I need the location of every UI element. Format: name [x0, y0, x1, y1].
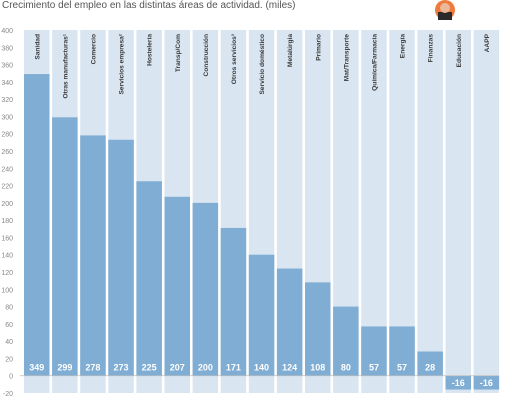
value-label: 200 [198, 363, 213, 373]
value-label: 80 [341, 363, 351, 373]
y-tick-label: 120 [1, 270, 13, 277]
y-tick-label: 240 [1, 166, 13, 173]
y-tick-label: 160 [1, 235, 13, 242]
value-label: 140 [254, 363, 269, 373]
y-tick-label: 140 [1, 253, 13, 260]
value-label: 349 [29, 363, 44, 373]
value-label: 57 [397, 363, 407, 373]
y-tick-label: 260 [1, 149, 13, 156]
bar [52, 117, 78, 375]
category-label: Servicios empresa² [119, 33, 126, 94]
category-label: Comercio [90, 34, 97, 64]
y-tick-label: 380 [1, 45, 13, 52]
category-label: Servicio doméstico [259, 34, 266, 94]
y-tick-label: 320 [1, 97, 13, 104]
column-background [417, 30, 443, 393]
y-tick-label: 0 [9, 374, 13, 381]
bar [80, 135, 106, 375]
value-label: 124 [282, 363, 297, 373]
y-tick-label: 200 [1, 201, 13, 208]
category-label: Energía [400, 34, 407, 59]
y-tick-label: 340 [1, 80, 13, 87]
category-label: Primario [315, 34, 322, 61]
y-tick-label: 40 [5, 339, 13, 346]
y-tick-label: 180 [1, 218, 13, 225]
bar [165, 197, 191, 376]
category-label: AAPP [484, 33, 491, 52]
category-label: Metalúrgia [287, 34, 294, 67]
y-tick-label: 300 [1, 114, 13, 121]
value-label: 28 [425, 363, 435, 373]
value-label: 171 [226, 363, 241, 373]
y-tick-label: 280 [1, 132, 13, 139]
bar [193, 203, 219, 376]
category-label: Transp/Com [175, 34, 182, 72]
value-label: 207 [170, 363, 185, 373]
category-label: Construcción [203, 34, 210, 77]
bar [24, 74, 50, 376]
category-label: Hostelería [147, 34, 154, 66]
category-label: Sanidad [34, 34, 41, 60]
category-label: Educación [456, 34, 463, 67]
value-label: 225 [142, 363, 157, 373]
value-label: 278 [85, 363, 100, 373]
category-label: Otros servicios³ [231, 33, 238, 84]
value-label: 108 [310, 363, 325, 373]
bar [249, 255, 274, 376]
y-tick-label: 360 [1, 63, 13, 70]
bar [136, 181, 162, 375]
bar [108, 140, 134, 376]
column-background [446, 30, 472, 393]
y-tick-label: 20 [5, 356, 13, 363]
column-background [474, 30, 500, 393]
bar [221, 228, 247, 376]
value-label: 273 [114, 363, 129, 373]
y-tick-label: 80 [5, 305, 13, 312]
value-label: 299 [57, 363, 72, 373]
y-tick-label: 220 [1, 184, 13, 191]
y-tick-label: -20 [3, 391, 13, 398]
category-label: Mat/Transporte [343, 34, 350, 82]
value-label: -16 [480, 378, 493, 388]
category-label: Química/Farmacia [371, 34, 378, 91]
y-tick-label: 60 [5, 322, 13, 329]
category-label: Finanzas [428, 34, 435, 63]
bar [277, 269, 303, 376]
category-label: Otras manufacturas¹ [62, 34, 69, 99]
value-label: -16 [452, 378, 465, 388]
y-tick-label: 100 [1, 287, 13, 294]
y-tick-label: 400 [1, 28, 13, 35]
value-label: 57 [369, 363, 379, 373]
